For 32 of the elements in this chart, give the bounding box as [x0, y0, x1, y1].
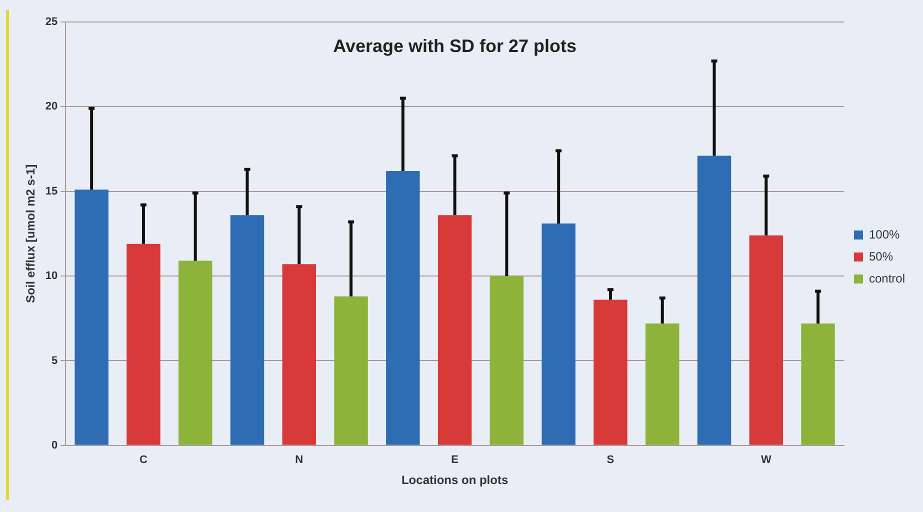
bar	[749, 235, 784, 445]
x-tick-label: S	[606, 454, 614, 466]
bar	[801, 323, 835, 445]
x-tick-label: C	[139, 454, 148, 466]
bar	[282, 264, 316, 445]
bar	[646, 323, 680, 445]
y-tick-label: 5	[52, 354, 58, 367]
x-tick-label: E	[451, 454, 458, 466]
legend-label: control	[868, 271, 906, 286]
bar	[490, 276, 524, 445]
bar	[594, 300, 628, 445]
x-tick-label: W	[760, 454, 772, 466]
bar	[178, 260, 212, 445]
y-tick-label: 20	[45, 100, 58, 113]
y-tick-label: 15	[45, 185, 58, 198]
bar	[697, 156, 732, 445]
x-tick-label: N	[295, 454, 304, 466]
bar	[126, 244, 160, 445]
y-tick-label: 10	[45, 270, 58, 282]
bar	[230, 215, 264, 445]
y-axis-title: Soil efflux [umol m2 s-1]	[24, 164, 38, 304]
bar	[542, 224, 576, 445]
y-tick-label: 25	[45, 16, 58, 28]
legend-label: 50%	[868, 249, 894, 264]
bar	[74, 190, 108, 445]
bar	[438, 215, 472, 445]
text: Average with SD for 27 plots	[333, 36, 577, 56]
y-tick-label: 0	[52, 439, 58, 452]
legend-label: 100%	[868, 227, 900, 242]
bar	[386, 171, 420, 445]
x-axis-title: Locations on plots	[401, 473, 508, 488]
bar	[334, 296, 368, 445]
